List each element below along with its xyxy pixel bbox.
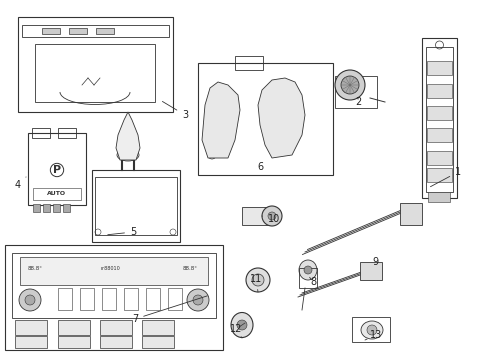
FancyBboxPatch shape <box>142 336 174 348</box>
Text: 12: 12 <box>229 324 242 338</box>
Text: P: P <box>53 165 61 175</box>
FancyBboxPatch shape <box>427 192 449 202</box>
FancyBboxPatch shape <box>100 336 132 348</box>
Text: 2: 2 <box>354 97 361 107</box>
Ellipse shape <box>186 289 208 311</box>
Text: 88.8°: 88.8° <box>182 266 197 270</box>
Polygon shape <box>202 82 240 158</box>
FancyBboxPatch shape <box>242 207 269 225</box>
FancyBboxPatch shape <box>42 28 60 34</box>
Text: 10: 10 <box>262 214 280 224</box>
FancyBboxPatch shape <box>359 262 381 280</box>
Text: 1: 1 <box>429 167 460 187</box>
Text: 8: 8 <box>309 277 315 287</box>
Text: 7: 7 <box>132 296 207 324</box>
Ellipse shape <box>25 295 35 305</box>
FancyBboxPatch shape <box>271 120 289 130</box>
FancyBboxPatch shape <box>142 320 174 335</box>
FancyBboxPatch shape <box>96 28 114 34</box>
Ellipse shape <box>230 312 252 338</box>
Text: 9: 9 <box>371 257 377 267</box>
FancyBboxPatch shape <box>33 204 40 212</box>
Ellipse shape <box>251 274 264 286</box>
FancyBboxPatch shape <box>426 106 451 120</box>
Text: 3: 3 <box>162 102 188 120</box>
FancyBboxPatch shape <box>53 204 60 212</box>
Text: 13: 13 <box>364 330 382 340</box>
Text: rr88010: rr88010 <box>100 266 120 270</box>
Text: 11: 11 <box>249 274 262 292</box>
FancyBboxPatch shape <box>426 168 451 182</box>
FancyBboxPatch shape <box>43 204 50 212</box>
FancyBboxPatch shape <box>15 336 47 348</box>
Text: 88.8°: 88.8° <box>27 266 42 270</box>
FancyBboxPatch shape <box>63 204 70 212</box>
FancyBboxPatch shape <box>15 320 47 335</box>
Polygon shape <box>258 78 305 158</box>
FancyBboxPatch shape <box>58 336 90 348</box>
FancyBboxPatch shape <box>399 203 421 225</box>
Ellipse shape <box>366 325 376 335</box>
Text: 6: 6 <box>256 162 263 172</box>
Polygon shape <box>116 112 140 160</box>
FancyBboxPatch shape <box>426 128 451 142</box>
Ellipse shape <box>340 76 358 94</box>
Ellipse shape <box>237 320 246 330</box>
Text: 4: 4 <box>15 177 26 190</box>
FancyBboxPatch shape <box>426 151 451 165</box>
FancyBboxPatch shape <box>58 320 90 335</box>
Ellipse shape <box>267 212 275 220</box>
Ellipse shape <box>19 289 41 311</box>
Ellipse shape <box>334 70 364 100</box>
FancyBboxPatch shape <box>100 320 132 335</box>
FancyBboxPatch shape <box>271 85 289 95</box>
FancyBboxPatch shape <box>426 61 451 75</box>
Ellipse shape <box>304 266 311 274</box>
FancyBboxPatch shape <box>271 100 289 110</box>
Text: AUTO: AUTO <box>47 190 66 195</box>
Ellipse shape <box>360 321 382 339</box>
Ellipse shape <box>298 260 316 280</box>
FancyBboxPatch shape <box>426 84 451 98</box>
Ellipse shape <box>245 268 269 292</box>
Ellipse shape <box>193 295 203 305</box>
FancyBboxPatch shape <box>20 257 207 285</box>
FancyBboxPatch shape <box>69 28 87 34</box>
Text: 5: 5 <box>107 227 136 237</box>
Ellipse shape <box>262 206 282 226</box>
